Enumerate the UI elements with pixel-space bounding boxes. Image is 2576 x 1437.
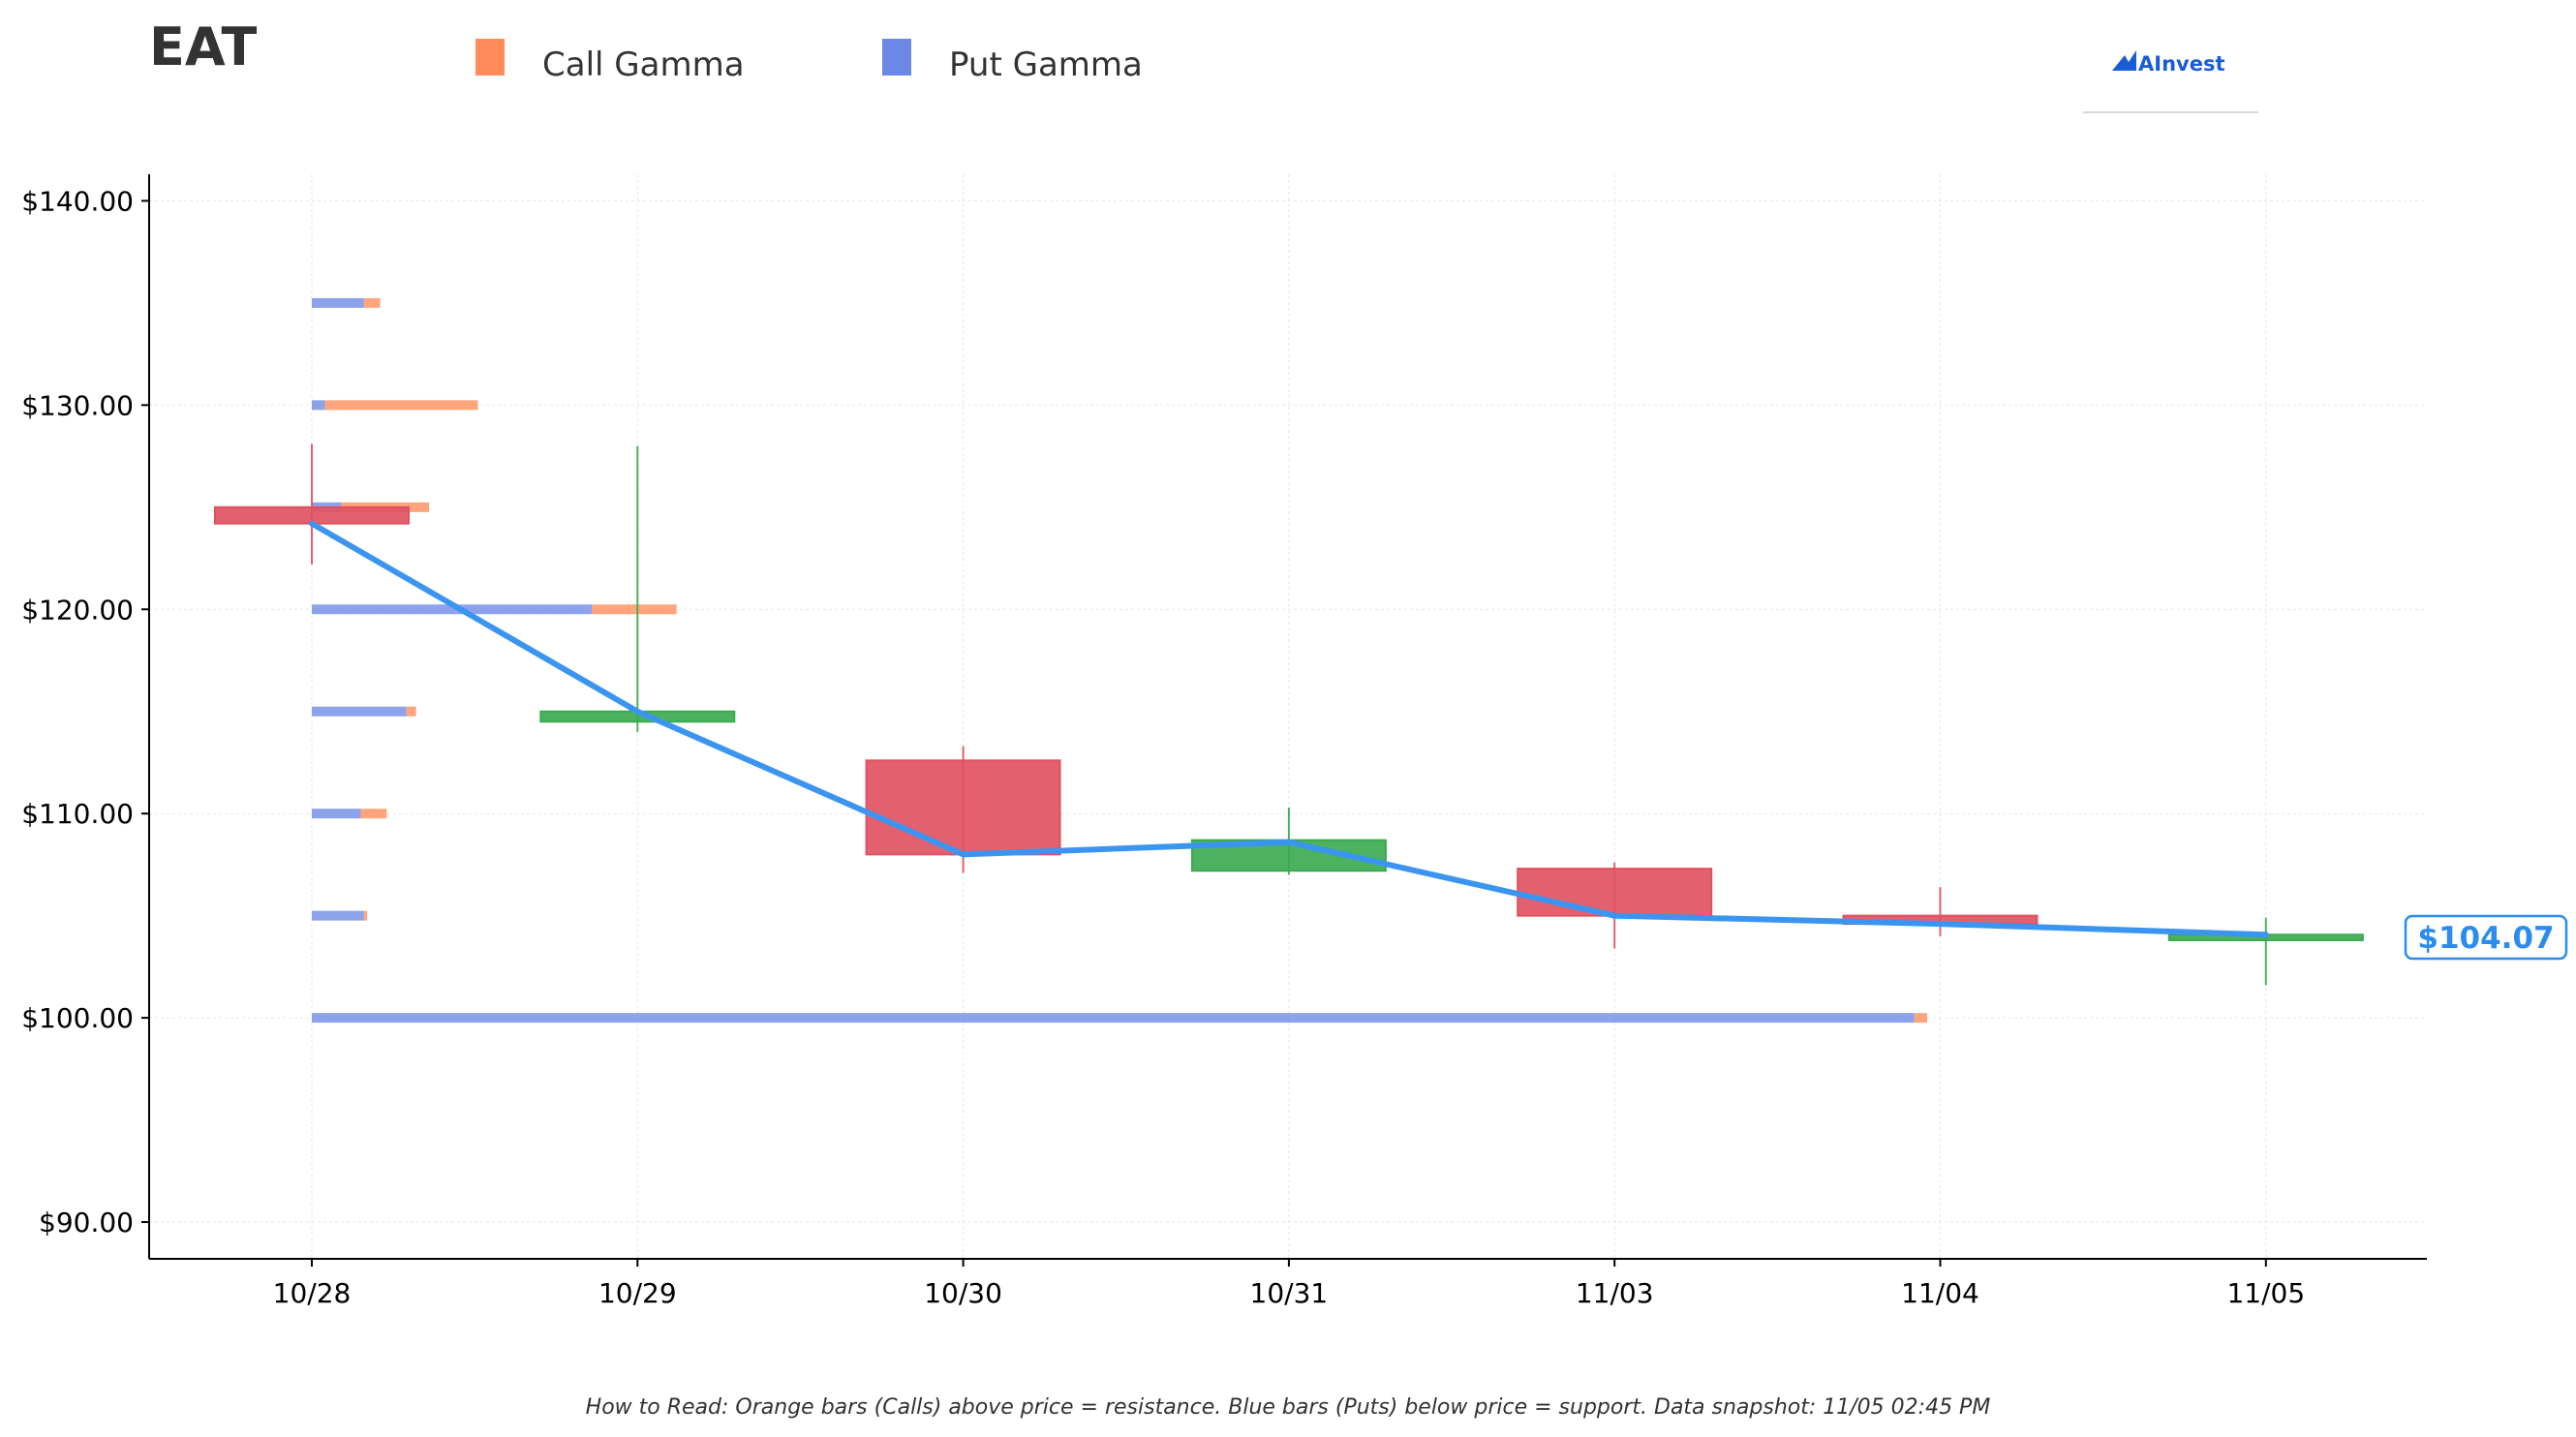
put-gamma-bar [312,706,407,717]
put-gamma-bar [312,910,364,921]
x-tick-label: 11/03 [1576,1277,1654,1309]
x-tick-label: 10/30 [924,1277,1002,1309]
call-gamma-bar [592,604,677,615]
chart-title: EAT [149,16,257,77]
x-tick-label: 10/28 [273,1277,352,1309]
put-gamma-bar [312,809,361,819]
y-tick-label: $120.00 [21,594,134,626]
brand-logo: AInvest [2083,50,2258,113]
close-line-path [309,520,2269,938]
call-gamma-bar [406,706,416,717]
grid-layer [149,174,2427,1259]
put-gamma-bar [312,297,364,308]
call-gamma-bar [324,400,478,411]
legend: Call Gamma Put Gamma [475,39,1143,84]
put-gamma-bar [312,1013,1915,1024]
legend-call-label: Call Gamma [542,46,745,84]
put-gamma-bar [312,400,325,411]
x-tick-label: 10/31 [1250,1277,1329,1309]
call-gamma-bar [363,297,381,308]
current-price-badge: $104.07 [2404,914,2568,961]
chart-footnote: How to Read: Orange bars (Calls) above p… [586,1395,1991,1420]
current-price-label: $104.07 [2417,921,2554,956]
y-tick-label: $100.00 [21,1002,134,1034]
candle-body [1517,868,1713,917]
candle-body [865,759,1061,856]
axes: $90.00 $100.00 $110.00 $120.00 $130.00 $140.0… [21,174,2427,1309]
put-gamma-bar [312,604,593,615]
call-gamma-bar [1914,1013,1928,1024]
legend-call-swatch [475,39,505,76]
legend-put-swatch [882,39,911,76]
x-tick-label: 11/04 [1901,1277,1979,1309]
call-gamma-bar [360,809,387,819]
x-tick-label: 10/29 [598,1277,677,1309]
x-tick-label: 11/05 [2226,1277,2305,1309]
brand-logo-icon [2112,50,2136,71]
call-gamma-bar [363,910,368,921]
current-price-badge-box [2404,914,2568,961]
y-tick-label: $90.00 [39,1207,134,1238]
close-price-line [309,520,2269,938]
legend-put-label: Put Gamma [949,46,1143,84]
y-tick-label: $130.00 [21,389,134,421]
y-tick-label: $140.00 [21,185,134,217]
candles [214,443,2364,986]
y-tick-label: $110.00 [21,798,134,830]
brand-logo-text: AInvest [2138,52,2225,76]
